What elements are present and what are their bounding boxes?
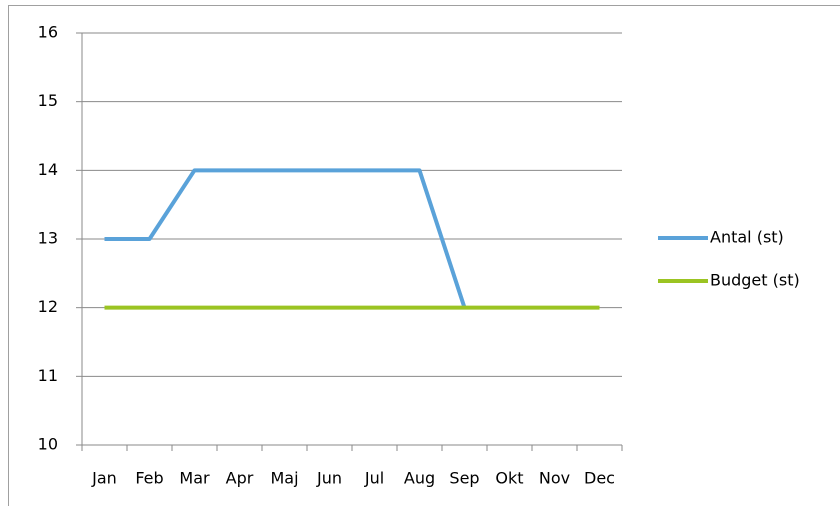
legend-label: Budget (st)	[710, 271, 800, 290]
x-tick-label: Mar	[179, 469, 210, 488]
x-tick-label: Sep	[449, 469, 479, 488]
data-line	[104, 168, 467, 309]
y-tick-label: 10	[38, 435, 58, 454]
y-tick-label: 15	[38, 91, 58, 110]
x-tick-label: Jul	[364, 469, 384, 488]
y-tick-label: 11	[38, 366, 58, 385]
x-tick-label: Okt	[495, 469, 523, 488]
y-tick-label: 13	[38, 229, 58, 248]
legend-label: Antal (st)	[710, 228, 784, 247]
x-tick-label: Maj	[270, 469, 298, 488]
y-tick-label: 14	[38, 160, 58, 179]
x-tick-label: Dec	[584, 469, 615, 488]
x-tick-label: Feb	[135, 469, 163, 488]
chart-frame	[8, 5, 840, 506]
x-tick-label: Jan	[91, 469, 117, 488]
x-tick-label: Aug	[404, 469, 435, 488]
y-tick-label: 12	[38, 297, 58, 316]
x-tick-label: Apr	[226, 469, 254, 488]
y-tick-label: 16	[38, 23, 58, 42]
x-tick-label: Nov	[539, 469, 570, 488]
x-tick-label: Jun	[316, 469, 342, 488]
